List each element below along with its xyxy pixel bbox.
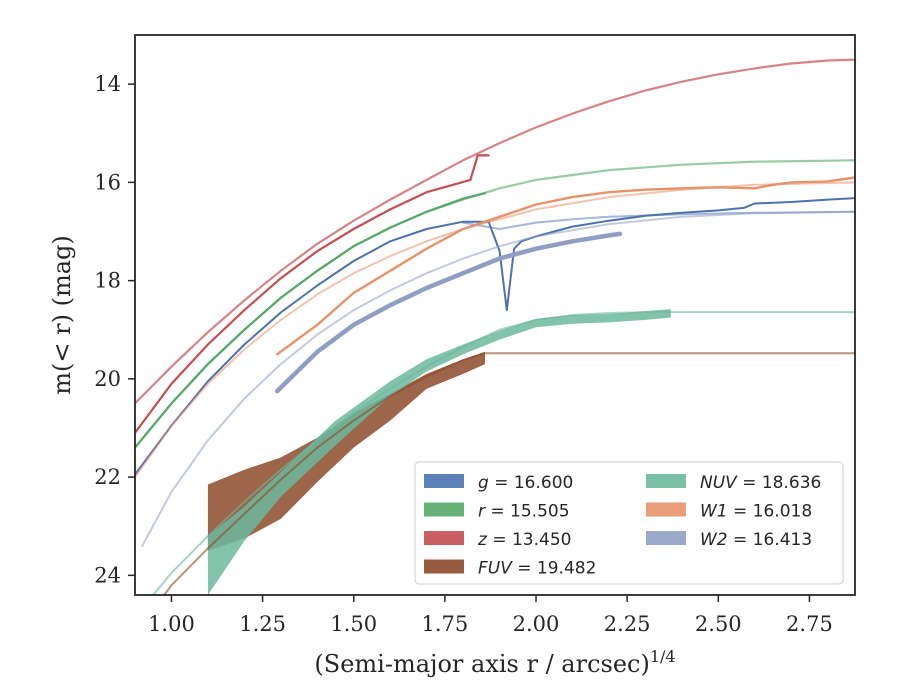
y-tick-label: 22 bbox=[94, 465, 121, 489]
y-tick-label: 16 bbox=[94, 170, 121, 194]
z_obs-line bbox=[135, 154, 490, 434]
y-axis-ticks: 14 16 18 20 22 24 bbox=[94, 72, 135, 587]
x-tick-label: 1.50 bbox=[330, 612, 377, 636]
z_model-line bbox=[135, 58, 855, 405]
legend-frame bbox=[414, 461, 844, 585]
legend-swatch bbox=[646, 502, 686, 517]
legend-swatch bbox=[646, 531, 686, 545]
legend-swatch bbox=[424, 559, 464, 574]
x-axis-label-text: (Semi-major axis r / arcsec) bbox=[314, 650, 649, 678]
r_model-line bbox=[135, 159, 855, 449]
y-tick-label: 18 bbox=[94, 269, 121, 293]
legend-entry: z = 13.450 bbox=[477, 530, 571, 550]
x-tick-label: 2.50 bbox=[695, 612, 742, 636]
legend-entry: W2 = 16.413 bbox=[700, 530, 812, 550]
y-axis-label: m(< r) (mag) bbox=[48, 235, 76, 394]
w2_model-line bbox=[141, 210, 855, 547]
uncertainty-bands bbox=[207, 309, 671, 595]
legend-swatch bbox=[424, 531, 464, 545]
y-tick-label: 24 bbox=[94, 563, 121, 587]
fuv_model-line bbox=[163, 352, 855, 595]
legend-entry: FUV = 19.482 bbox=[478, 559, 596, 579]
x-tick-label: 1.75 bbox=[421, 612, 468, 636]
r_obs-line bbox=[135, 192, 487, 449]
x-axis-ticks: 1.00 1.25 1.50 1.75 2.00 2.25 2.50 2.75 bbox=[148, 595, 833, 636]
x-axis-label: (Semi-major axis r / arcsec)1/4 bbox=[314, 647, 675, 678]
profile-curves bbox=[135, 58, 855, 595]
plot-frame bbox=[134, 34, 856, 596]
x-tick-label: 2.75 bbox=[786, 612, 833, 636]
w1_obs-line bbox=[276, 176, 855, 356]
legend-entry: NUV = 18.636 bbox=[700, 473, 821, 493]
y-tick-label: 14 bbox=[94, 72, 121, 96]
w1_model-line bbox=[135, 181, 855, 479]
x-tick-label: 1.00 bbox=[148, 612, 195, 636]
g_obs-line bbox=[135, 197, 855, 476]
legend-entry: r = 15.505 bbox=[478, 502, 570, 522]
legend-entry: W1 = 16.018 bbox=[700, 502, 812, 522]
legend-swatch bbox=[424, 474, 464, 488]
legend-swatch bbox=[646, 474, 686, 488]
legend-swatch bbox=[424, 502, 464, 517]
w2_obs-line bbox=[274, 231, 623, 394]
x-tick-label: 2.00 bbox=[513, 612, 560, 636]
legend-entry: g = 16.600 bbox=[478, 473, 573, 493]
legend: g = 16.600 r = 15.505 z = 13.450 FUV = 19.4… bbox=[414, 461, 844, 585]
x-axis-label-exponent: 1/4 bbox=[650, 647, 676, 666]
x-tick-label: 1.25 bbox=[239, 612, 286, 636]
nuv_model-line bbox=[152, 311, 855, 595]
y-tick-label: 20 bbox=[94, 367, 121, 391]
x-tick-label: 2.25 bbox=[604, 612, 651, 636]
